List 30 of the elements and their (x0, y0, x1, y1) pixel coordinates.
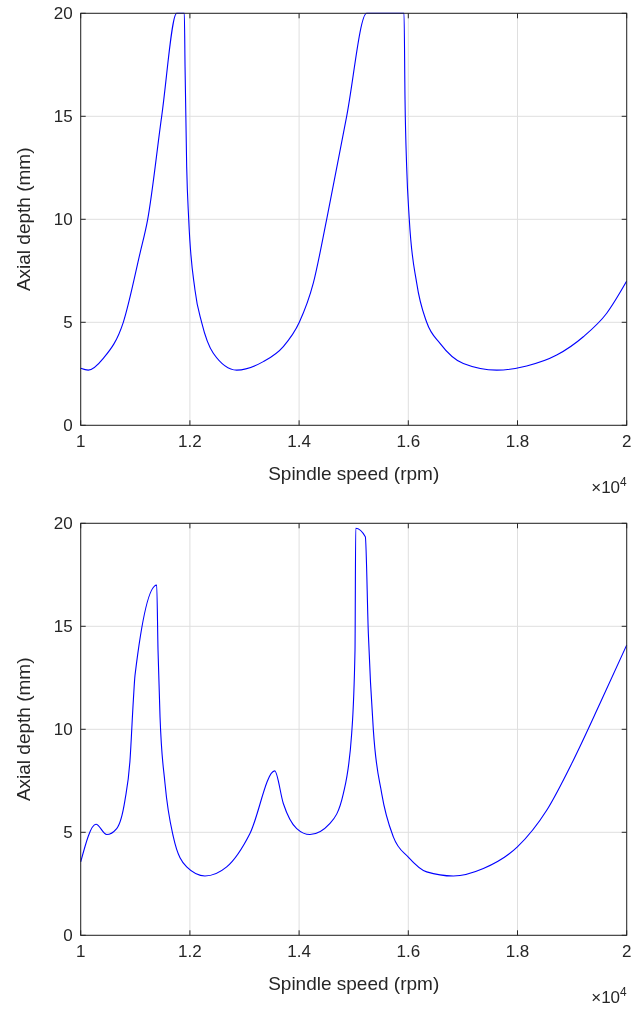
x-tick-label: 2 (621, 942, 632, 962)
x-tick-label: 1 (75, 942, 86, 962)
x-tick-label: 1.4 (287, 432, 311, 452)
line-series (80, 527, 628, 877)
y-tick-label: 10 (53, 720, 73, 740)
text: ×10$^{4}$ (591, 985, 628, 1008)
y-tick-label: 0 (63, 416, 73, 436)
y-axis-title: Axial depth (mm) (13, 657, 34, 802)
y-tick-label: 5 (63, 313, 73, 333)
x-tick-label: 1.2 (178, 942, 202, 962)
x-tick-label: 2 (621, 432, 632, 452)
y-tick-label: 20 (53, 514, 73, 534)
y-tick-label: 15 (53, 617, 73, 637)
x-tick-label: 1.8 (505, 942, 530, 962)
x-tick-label: 1.8 (505, 432, 530, 452)
text: ×10$^{4}$ (591, 475, 628, 498)
x-axis-title: Spindle speed (rpm) (268, 463, 440, 485)
y-tick-label: 10 (53, 210, 73, 230)
y-tick-label: 0 (63, 926, 73, 946)
y-tick-label: 20 (53, 4, 73, 24)
x-tick-label: 1.6 (396, 432, 421, 452)
x-tick-label: 1 (75, 432, 86, 452)
x-tick-label: 1.4 (287, 942, 311, 962)
y-tick-label: 5 (63, 823, 73, 843)
y-axis-title: Axial depth (mm) (13, 147, 34, 292)
x-tick-label: 1.6 (396, 942, 421, 962)
y-tick-label: 15 (53, 107, 73, 127)
x-tick-label: 1.2 (178, 432, 202, 452)
line-series (80, 12, 628, 371)
x-axis-title: Spindle speed (rpm) (268, 973, 440, 995)
